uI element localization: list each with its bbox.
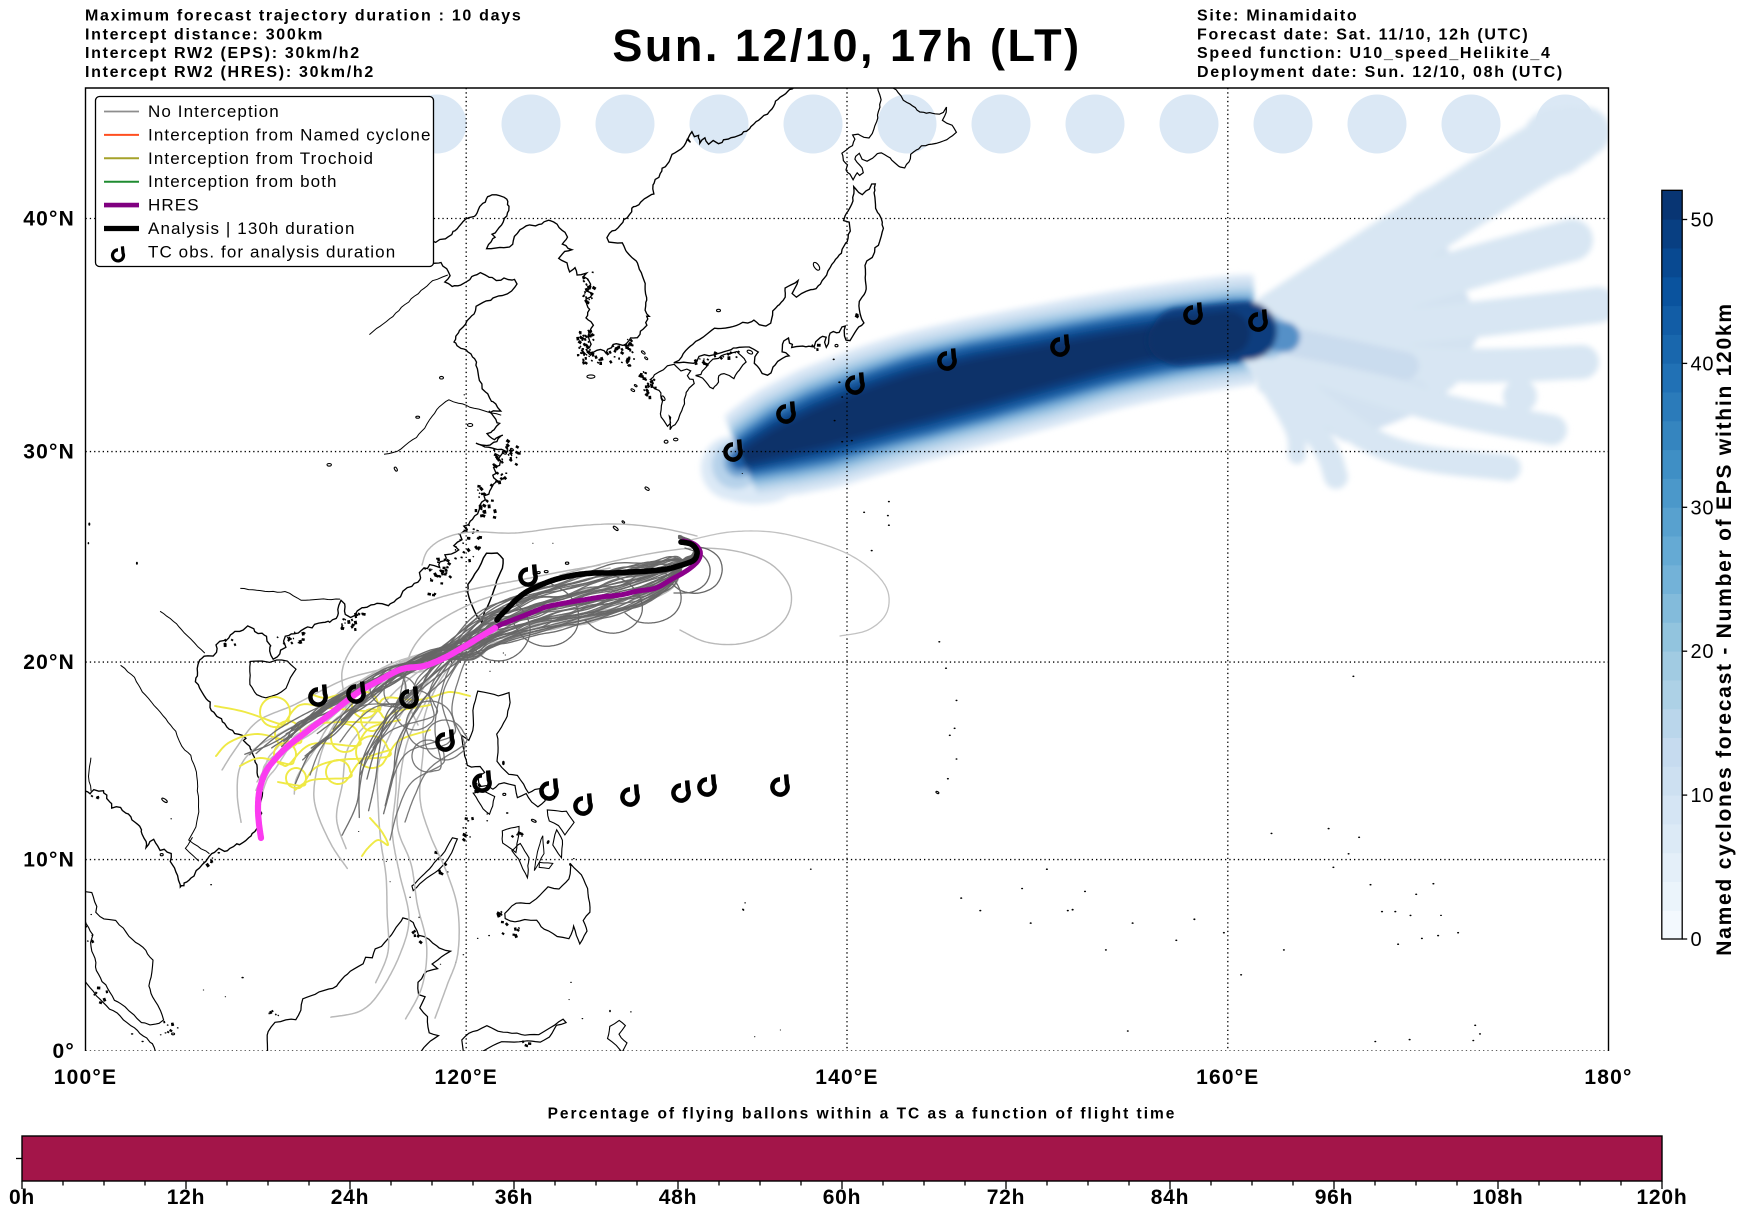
svg-text:40: 40 — [1691, 353, 1715, 375]
svg-text:36h: 36h — [495, 1186, 534, 1209]
svg-text:Interception from Trochoid: Interception from Trochoid — [148, 149, 374, 168]
svg-text:30: 30 — [1691, 497, 1715, 519]
svg-text:0°: 0° — [53, 1040, 75, 1063]
svg-text:84h: 84h — [1151, 1186, 1190, 1209]
svg-text:Percentage of flying ballons w: Percentage of flying ballons within a TC… — [548, 1106, 1177, 1123]
svg-text:24h: 24h — [331, 1186, 370, 1209]
svg-text:20: 20 — [1691, 641, 1715, 663]
svg-text:96h: 96h — [1315, 1186, 1354, 1209]
svg-text:108h: 108h — [1472, 1186, 1523, 1209]
svg-text:30°N: 30°N — [23, 441, 75, 464]
svg-text:HRES: HRES — [148, 196, 200, 215]
svg-text:Maximum forecast trajectory du: Maximum forecast trajectory duration : 1… — [85, 8, 522, 25]
svg-text:60h: 60h — [823, 1186, 862, 1209]
svg-text:Analysis | 130h duration: Analysis | 130h duration — [148, 219, 356, 238]
svg-text:Speed function: U10_speed_Heli: Speed function: U10_speed_Helikite_4 — [1197, 45, 1552, 62]
svg-text:100°E: 100°E — [54, 1066, 117, 1089]
svg-text:12h: 12h — [167, 1186, 206, 1209]
svg-text:Forecast date: Sat. 11/10, 12h: Forecast date: Sat. 11/10, 12h (UTC) — [1197, 26, 1529, 43]
svg-text:0h: 0h — [9, 1186, 35, 1209]
svg-text:72h: 72h — [987, 1186, 1026, 1209]
svg-text:120h: 120h — [1636, 1186, 1687, 1209]
svg-text:20°N: 20°N — [23, 651, 75, 674]
svg-text:Interception from both: Interception from both — [148, 172, 338, 191]
svg-text:48h: 48h — [659, 1186, 698, 1209]
svg-text:140°E: 140°E — [815, 1066, 878, 1089]
svg-text:Site: Minamidaito: Site: Minamidaito — [1197, 8, 1358, 25]
svg-text:0: 0 — [1691, 929, 1703, 951]
svg-text:Named cyclones forecast - Numb: Named cyclones forecast - Number of EPS … — [1713, 302, 1736, 956]
svg-text:10°N: 10°N — [23, 849, 75, 872]
svg-text:TC obs. for analysis duration: TC obs. for analysis duration — [148, 242, 396, 261]
svg-text:Intercept distance: 300km: Intercept distance: 300km — [85, 26, 324, 43]
svg-text:Intercept RW2 (EPS): 30km/h2: Intercept RW2 (EPS): 30km/h2 — [85, 45, 361, 62]
svg-text:Interception from Named cyclon: Interception from Named cyclone — [148, 125, 432, 144]
svg-text:No Interception: No Interception — [148, 102, 280, 121]
svg-text:Deployment date: Sun. 12/10, 0: Deployment date: Sun. 12/10, 08h (UTC) — [1197, 64, 1564, 81]
svg-text:Intercept RW2 (HRES): 30km/h2: Intercept RW2 (HRES): 30km/h2 — [85, 64, 375, 81]
svg-text:180°: 180° — [1584, 1066, 1632, 1089]
svg-text:Sun. 12/10, 17h (LT): Sun. 12/10, 17h (LT) — [612, 20, 1081, 71]
svg-text:160°E: 160°E — [1196, 1066, 1259, 1089]
svg-text:10: 10 — [1691, 785, 1715, 807]
svg-text:50: 50 — [1691, 210, 1715, 232]
svg-text:120°E: 120°E — [434, 1066, 497, 1089]
svg-text:40°N: 40°N — [23, 208, 75, 231]
